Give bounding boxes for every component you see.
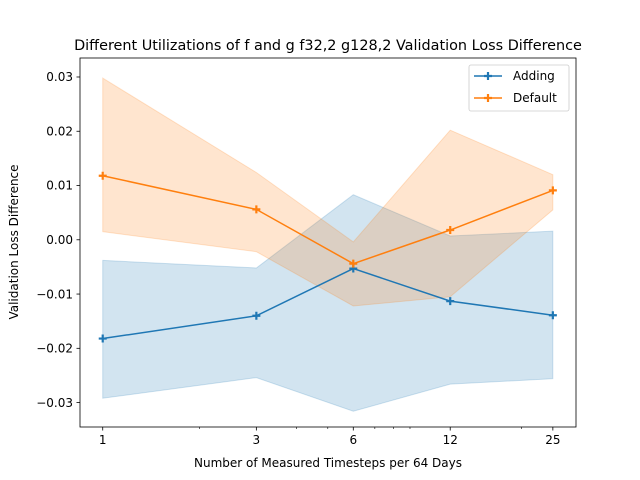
y-tick-label: 0.02: [46, 124, 73, 138]
legend-default-label: Default: [513, 91, 557, 105]
y-tick-label: −0.01: [36, 287, 73, 301]
x-tick-label: 1: [99, 433, 107, 447]
adding-marker: [252, 311, 261, 320]
default-marker: [252, 205, 261, 214]
legend: Adding Default: [468, 64, 570, 112]
x-axis-label: Number of Measured Timesteps per 64 Days: [194, 456, 462, 470]
x-tick-label: 25: [545, 433, 560, 447]
x-tick-label: 3: [253, 433, 261, 447]
legend-adding-label: Adding: [513, 69, 555, 83]
chart-title: Different Utilizations of f and g f32,2 …: [74, 38, 582, 54]
legend-default-marker: [484, 94, 492, 102]
y-tick-label: 0.01: [46, 179, 73, 193]
y-axis-label: Validation Loss Difference: [7, 164, 21, 319]
y-tick-label: 0.03: [46, 70, 73, 84]
default-marker: [349, 259, 358, 268]
adding-marker: [548, 311, 557, 320]
x-axis-ticks: 1 3 6 12 25: [99, 427, 560, 447]
y-tick-label: −0.03: [36, 396, 73, 410]
adding-marker: [446, 297, 455, 306]
legend-adding-marker: [484, 72, 492, 80]
default-marker: [446, 226, 455, 235]
adding-marker: [98, 334, 107, 343]
x-tick-label: 12: [443, 433, 458, 447]
default-marker: [98, 171, 107, 180]
default-marker: [548, 186, 557, 195]
y-tick-label: −0.02: [36, 342, 73, 356]
series-markers: [98, 171, 557, 343]
y-axis-ticks: −0.03 −0.02 −0.01 0.00 0.01 0.02 0.03: [36, 70, 80, 410]
x-tick-label: 6: [349, 433, 357, 447]
adding-confidence-band: [102, 194, 554, 412]
y-tick-label: 0.00: [46, 233, 73, 247]
confidence-bands: [102, 77, 554, 412]
default-confidence-band: [102, 77, 554, 307]
